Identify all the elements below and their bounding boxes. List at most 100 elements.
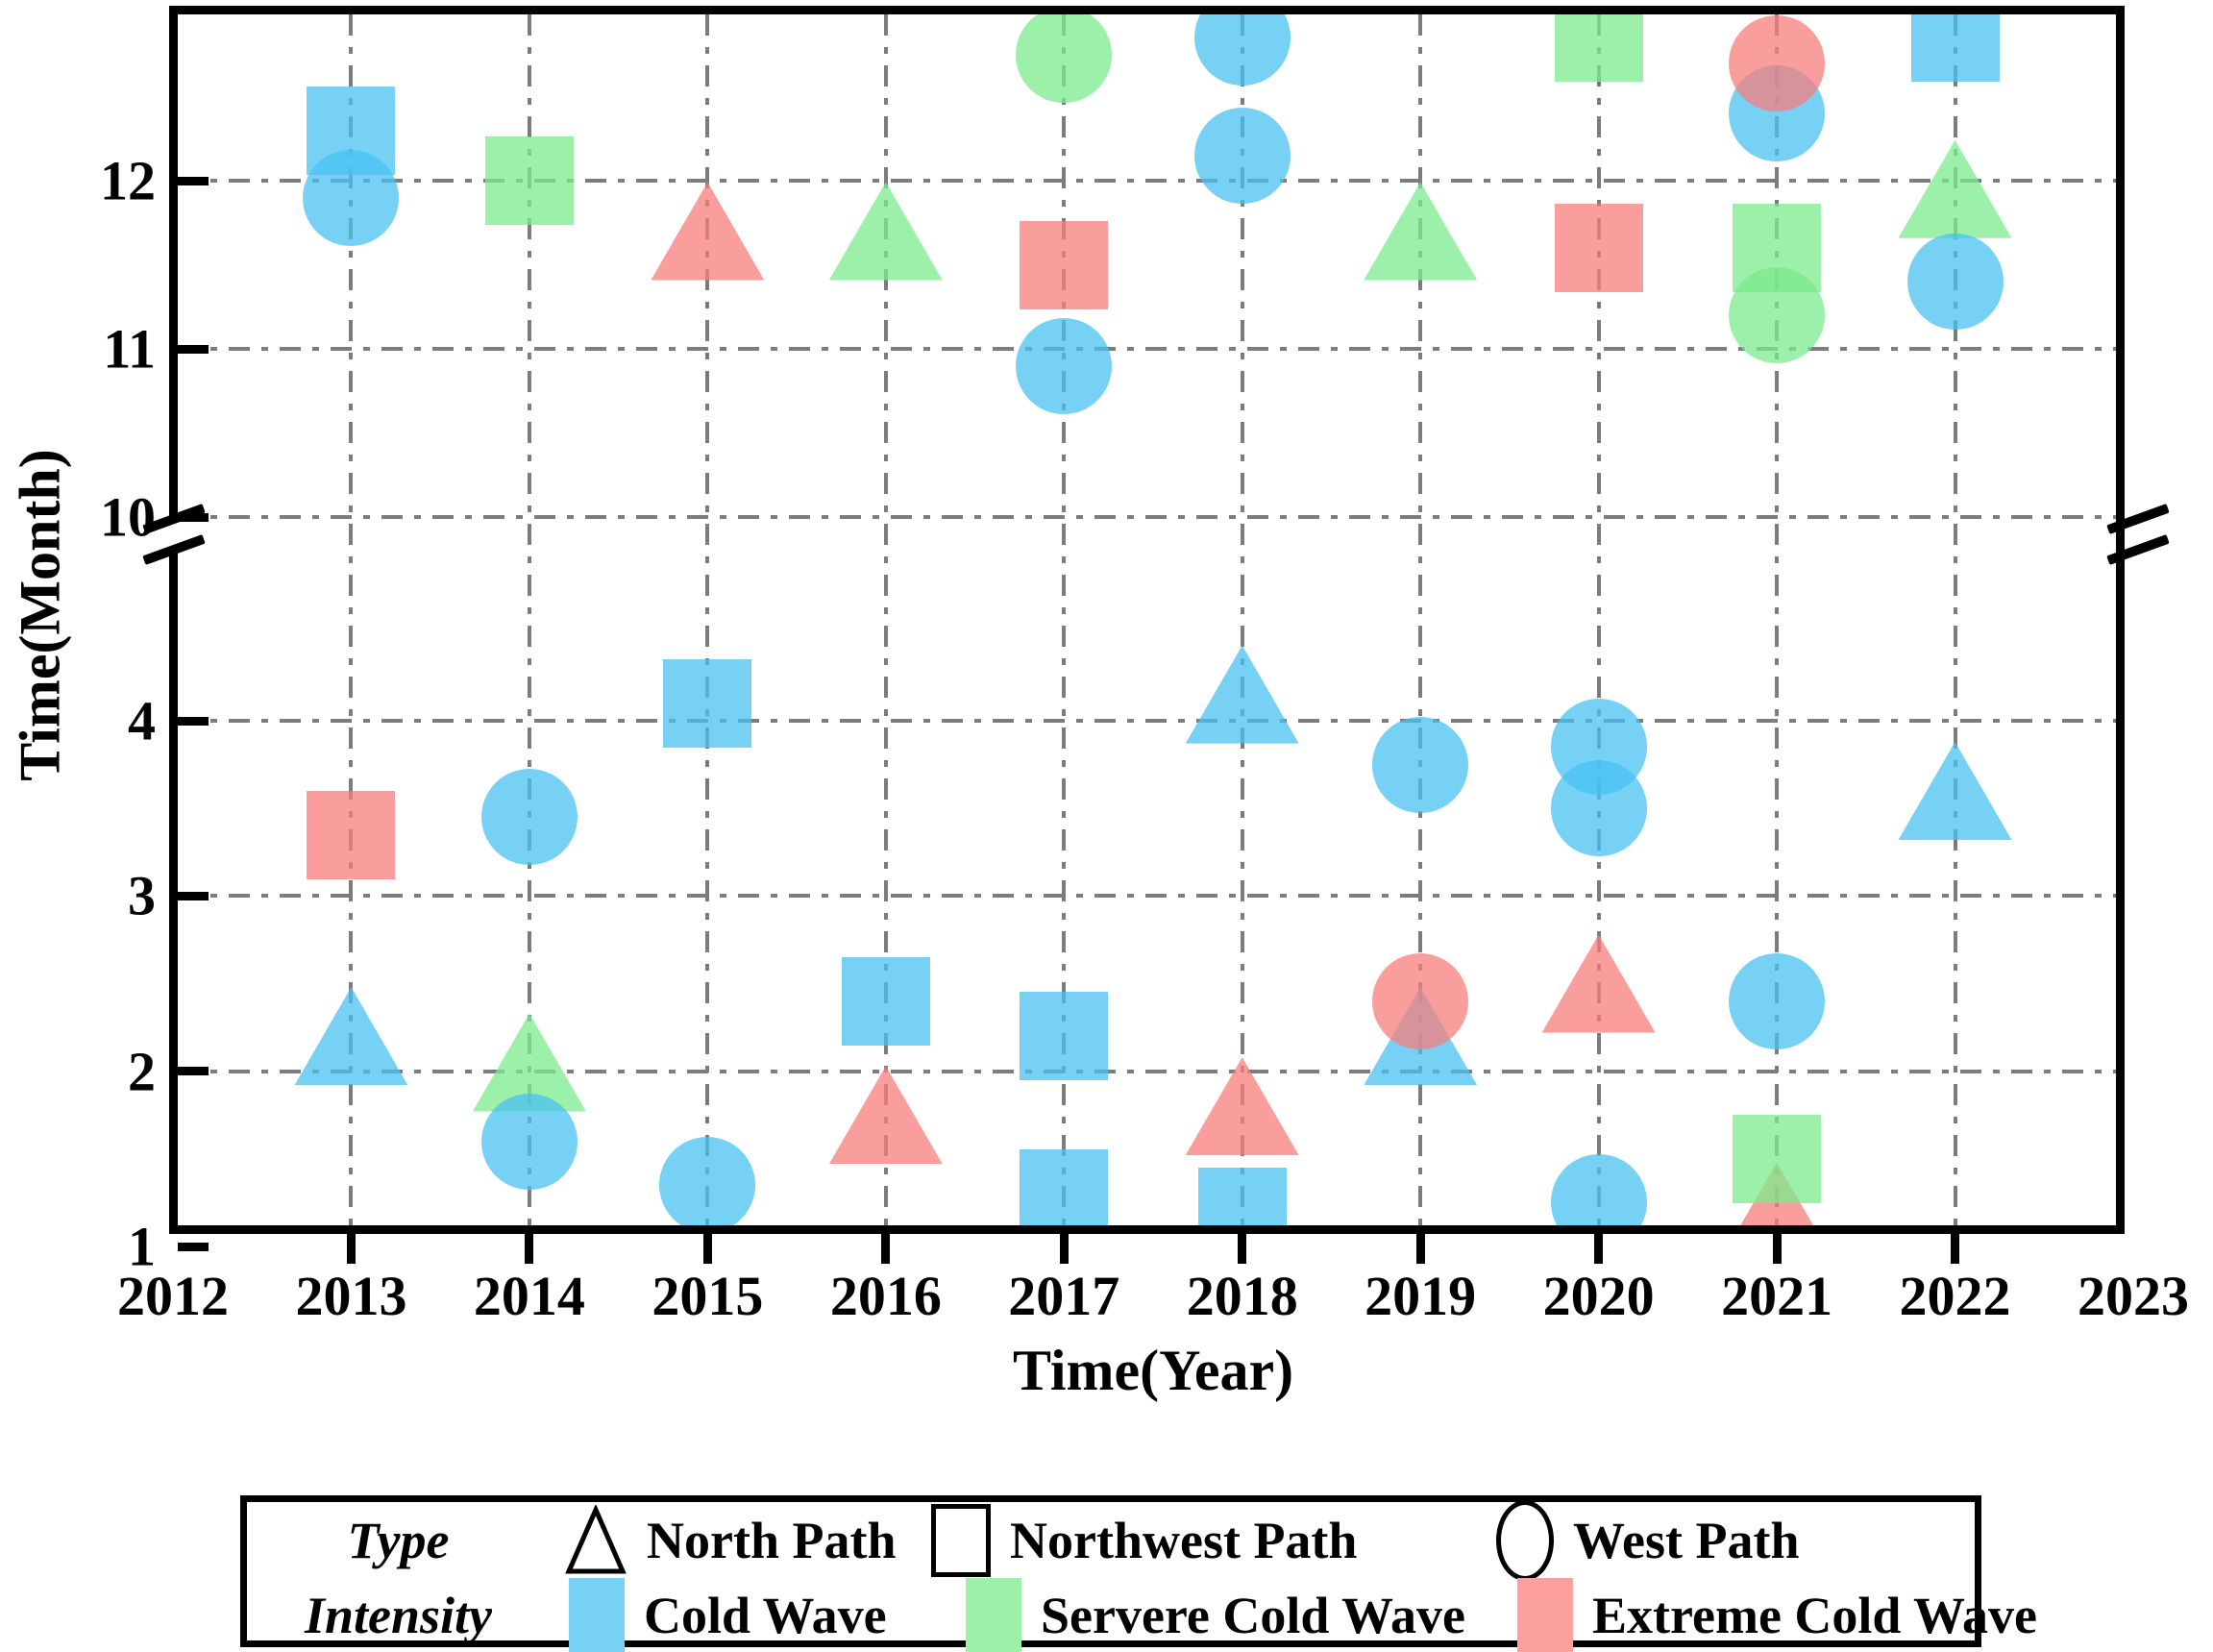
data-point-2022-square [1910,14,2000,83]
x-tick-label-2012: 2012 [117,1265,229,1327]
data-point-2022-circle [1906,234,2004,330]
year-gridline-2020 [1596,14,1601,1225]
legend-item-west-path: West Path [1496,1500,1800,1581]
data-point-2021-square [1733,1114,1822,1203]
y-tick-2 [178,1067,209,1076]
legend-intensity-label-extreme: Extreme Cold Wave [1592,1587,2037,1644]
x-tick-label-2013: 2013 [295,1265,407,1327]
data-point-2017-circle [1016,317,1113,414]
data-point-2017-square [1020,220,1109,309]
x-tick-label-2019: 2019 [1365,1265,1477,1327]
legend-type-label-north: North Path [647,1512,897,1569]
y-tick-label-10: 10 [100,485,156,549]
data-point-2018-circle [1193,107,1291,204]
data-point-2015-circle [659,1137,756,1225]
year-gridline-2014 [527,14,531,1225]
year-gridline-2019 [1418,14,1423,1225]
data-point-2017-square [1020,992,1109,1081]
data-point-2013-square [307,790,396,879]
month-gridline-10 [178,515,2116,519]
year-gridline-2017 [1062,14,1067,1225]
year-gridline-2015 [705,14,710,1225]
data-point-2018-triangle [1185,645,1299,744]
x-tick-label-2014: 2014 [473,1265,585,1327]
x-tick-label-2022: 2022 [1899,1265,2011,1327]
y-tick-3 [178,891,209,900]
data-point-2018-square [1197,1167,1287,1225]
legend-item-northwest-path: Northwest Path [931,1504,1357,1577]
y-tick-label-2: 2 [128,1040,156,1103]
legend-item-cold-wave: Cold Wave [569,1578,887,1652]
legend: Type North Path Northwest Path West Path… [240,1495,2037,1652]
data-point-2015-square [663,658,752,748]
data-point-2020-circle [1550,760,1647,857]
data-point-2020-triangle [1541,934,1656,1033]
west-path-circle-icon [1496,1500,1554,1581]
x-tick-2013 [346,1225,356,1264]
x-tick-2021 [1772,1225,1782,1264]
month-gridline-12 [178,179,2116,183]
y-axis-title: Time(Month) [8,449,72,781]
data-point-2017-square [1020,1149,1109,1225]
x-tick-2014 [525,1225,534,1264]
y-tick-label-4: 4 [128,689,156,752]
north-path-triangle-icon [565,1505,627,1574]
data-point-2022-triangle [1898,139,2012,238]
data-point-2016-triangle [828,1066,943,1165]
plot-canvas [178,14,2116,1225]
data-point-2017-circle [1016,14,1113,103]
month-gridline-3 [178,894,2116,899]
legend-item-extreme-cold-wave: Extreme Cold Wave [1517,1578,2037,1652]
x-tick-2019 [1415,1225,1425,1264]
year-gridline-2022 [1953,14,1957,1225]
x-tick-label-2018: 2018 [1186,1265,1298,1327]
x-axis-title: Time(Year) [1012,1339,1294,1402]
northwest-path-square-icon [931,1504,991,1577]
year-gridline-2013 [349,14,354,1225]
plot-area [169,6,2125,1234]
y-tick-1 [178,1242,209,1251]
x-tick-2018 [1238,1225,1247,1264]
month-gridline-11 [178,347,2116,351]
axis-break-gap-right [2128,522,2147,547]
axis-break-gap-left [164,522,183,547]
legend-item-servere-cold-wave: Servere Cold Wave [966,1578,1465,1652]
x-tick-label-2020: 2020 [1542,1265,1655,1327]
year-gridline-2018 [1240,14,1244,1225]
data-point-2014-square [484,136,574,225]
legend-type-label: Type [347,1512,450,1569]
y-tick-label-11: 11 [103,317,156,381]
data-point-2015-triangle [651,182,765,281]
data-point-2013-circle [303,149,400,246]
data-point-2022-triangle [1898,741,2012,840]
x-tick-2020 [1594,1225,1604,1264]
year-gridline-2021 [1775,14,1780,1225]
x-tick-label-2023: 2023 [2078,1265,2189,1327]
x-tick-label-2016: 2016 [829,1265,942,1327]
y-tick-label-12: 12 [100,149,156,212]
cold-wave-swatch-icon [569,1578,625,1652]
data-point-2016-square [841,956,930,1046]
legend-intensity-label: Intensity [304,1587,493,1644]
y-tick-4 [178,716,209,726]
x-tick-2016 [881,1225,891,1264]
y-tick-11 [178,344,209,354]
servere-cold-wave-swatch-icon [966,1578,1021,1652]
data-point-2021-circle [1729,14,1826,111]
extreme-cold-wave-swatch-icon [1517,1578,1573,1652]
legend-intensity-label-cold: Cold Wave [644,1587,887,1644]
data-point-2020-square [1554,204,1643,292]
legend-type-label-west: West Path [1573,1512,1800,1569]
x-tick-2015 [702,1225,712,1264]
data-point-2014-circle [480,769,578,866]
legend-row-intensity: Intensity Cold Wave Servere Cold Wave Ex… [247,1578,2037,1652]
x-tick-label-2017: 2017 [1008,1265,1120,1327]
data-point-2021-circle [1729,267,1826,363]
data-point-2018-circle [1193,14,1291,86]
legend-row-type: Type North Path Northwest Path West Path [247,1500,1975,1581]
data-point-2016-triangle [828,182,943,281]
x-tick-label-2015: 2015 [652,1265,764,1327]
y-tick-label-1: 1 [128,1215,156,1278]
legend-type-label-northwest: Northwest Path [1010,1512,1358,1569]
